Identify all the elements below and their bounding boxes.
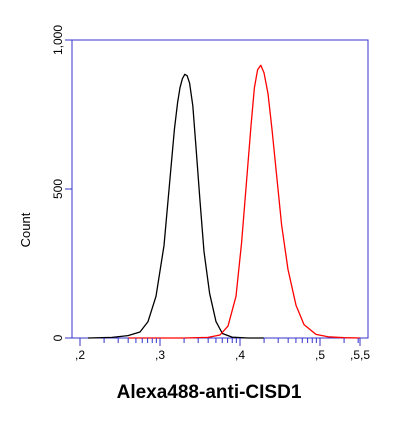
x-tick-label: ,5: [315, 348, 325, 362]
x-tick-label: ,5,5: [350, 348, 370, 362]
stained-histogram-line: [128, 64, 361, 339]
plot-area-frame: [71, 39, 369, 339]
y-tick-label: 0: [51, 334, 65, 341]
x-tick-label: ,3: [155, 348, 165, 362]
x-tick-label: ,2: [75, 348, 85, 362]
x-tick-label: ,4: [235, 348, 245, 362]
control-histogram-line: [87, 73, 264, 339]
x-axis-label: Alexa488-anti-CISD1: [116, 382, 302, 403]
y-tick-label: 1,000: [51, 25, 65, 55]
y-axis-label: Count: [18, 212, 33, 247]
y-tick-label: 500: [51, 179, 65, 199]
